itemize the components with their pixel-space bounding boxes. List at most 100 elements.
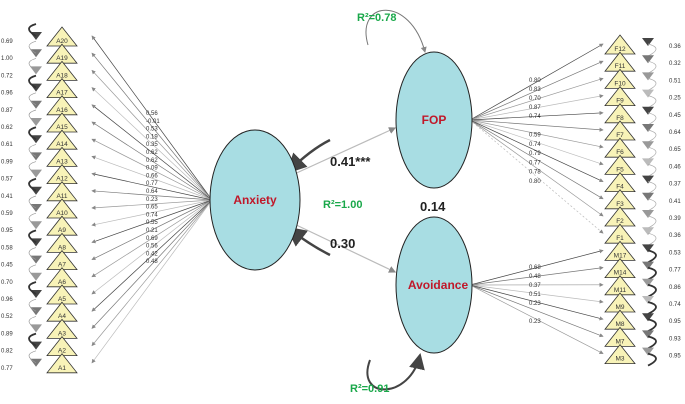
loading-value: 0.77 [146,181,158,187]
error-variance-value: 0.93 [669,336,681,342]
error-arrow-icon [642,261,654,270]
indicator-label: A2 [58,348,66,355]
error-arrow-icon [642,192,654,201]
indicator-label: F11 [615,63,626,70]
error-covariance-arc [28,195,37,209]
error-covariance-arc [647,95,657,108]
loading-value: 0.74 [529,114,541,120]
error-covariance-arc [28,92,37,106]
error-variance-value: 0.57 [1,177,13,183]
error-covariance-arc [28,74,37,89]
error-covariance-arc [28,332,37,347]
indicator-triangle [604,343,636,364]
error-arrow-icon [642,106,654,115]
error-variance-value: 0.89 [1,331,13,337]
loading-value: 0.78 [529,170,541,176]
loading-value: 0.51 [529,292,541,298]
error-arrow-icon [642,72,654,81]
loading-value: 0.21 [146,228,158,234]
indicator-label: A19 [56,55,68,62]
error-variance-value: 0.64 [669,130,681,136]
loading-value: 0.59 [529,133,541,139]
loading-value: -0.01 [146,119,160,125]
loading-line [91,199,213,227]
indicator-label: F8 [616,115,624,122]
error-arrow-icon [642,141,654,150]
loading-line [469,119,604,166]
indicator-label: M11 [614,287,627,294]
error-variance-value: 0.70 [1,280,13,286]
loading-value: 0.48 [529,274,541,280]
error-variance-value: 0.36 [669,233,681,239]
error-covariance-arc [647,60,657,74]
error-covariance-arc [647,78,657,91]
error-covariance-arc [647,266,657,281]
error-variance-value: 0.61 [1,142,13,148]
loading-line [469,119,604,234]
avoidance-residual-arc [366,353,425,391]
error-variance-value: 0.32 [669,61,681,67]
loading-value: 0.23 [529,301,541,307]
fop-residual-arc [365,9,427,53]
loading-line [469,119,604,149]
loading-value: 0.79 [529,151,541,157]
indicator-label: A11 [56,193,67,200]
error-arrow-icon [642,175,654,184]
indicator-label: A5 [58,296,66,303]
error-variance-value: 0.65 [669,147,681,153]
error-arrow-icon [642,38,654,46]
loading-line [91,199,213,260]
loading-value: 0.42 [146,251,158,257]
error-arrow-icon [642,347,654,356]
error-covariance-arc [647,112,657,126]
error-variance-value: 0.53 [669,250,681,256]
indicator-label: A10 [56,210,68,217]
indicator-label: F12 [614,46,626,53]
error-variance-value: 0.62 [1,125,13,131]
loading-line [469,119,604,132]
indicator-label: A16 [56,107,68,114]
error-arrow-icon [642,296,654,304]
error-variance-value: 0.95 [669,319,681,325]
r2-anxiety: R²=1.00 [323,199,362,211]
indicator-label: F6 [616,149,624,156]
indicator-label: A20 [56,38,68,45]
indicator-label: M14 [614,270,627,277]
error-covariance-arc [28,109,37,123]
error-variance-value: 0.74 [669,302,681,308]
indicator-label: A12 [56,176,68,183]
loading-line [469,60,604,121]
loading-line [91,104,213,201]
indicator-label: A7 [58,262,66,269]
error-covariance-arc [28,23,37,37]
loading-line [91,35,213,201]
error-variance-value: 0.46 [669,164,681,170]
error-covariance-arc [28,316,37,329]
error-covariance-arc [28,126,37,140]
loading-value: 0.09 [146,166,158,172]
error-variance-value: 0.77 [1,366,13,372]
error-covariance-arc [647,301,657,315]
indicator-label: M3 [615,356,624,363]
error-variance-value: 0.37 [669,182,681,188]
error-variance-value: 0.82 [1,349,13,355]
indicator-label: A18 [56,72,68,79]
indicator-label: F9 [616,98,624,105]
loading-line [469,119,604,200]
error-variance-value: 0.72 [1,73,13,79]
error-covariance-arc [28,161,37,174]
loading-value: 0.74 [146,212,158,218]
loading-value: 0.53 [146,127,158,133]
error-covariance-arc [647,215,657,229]
error-covariance-arc [28,212,37,226]
loading-line [469,284,604,354]
loading-value: 0.35 [146,142,158,148]
loading-line [469,284,604,338]
error-covariance-arc [647,181,657,194]
error-covariance-arc [647,335,657,350]
avoidance-node [395,216,473,354]
loading-line [91,199,213,295]
loading-value: 0.23 [146,197,158,203]
error-arrow-icon [642,313,654,322]
indicator-label: M7 [615,338,624,345]
